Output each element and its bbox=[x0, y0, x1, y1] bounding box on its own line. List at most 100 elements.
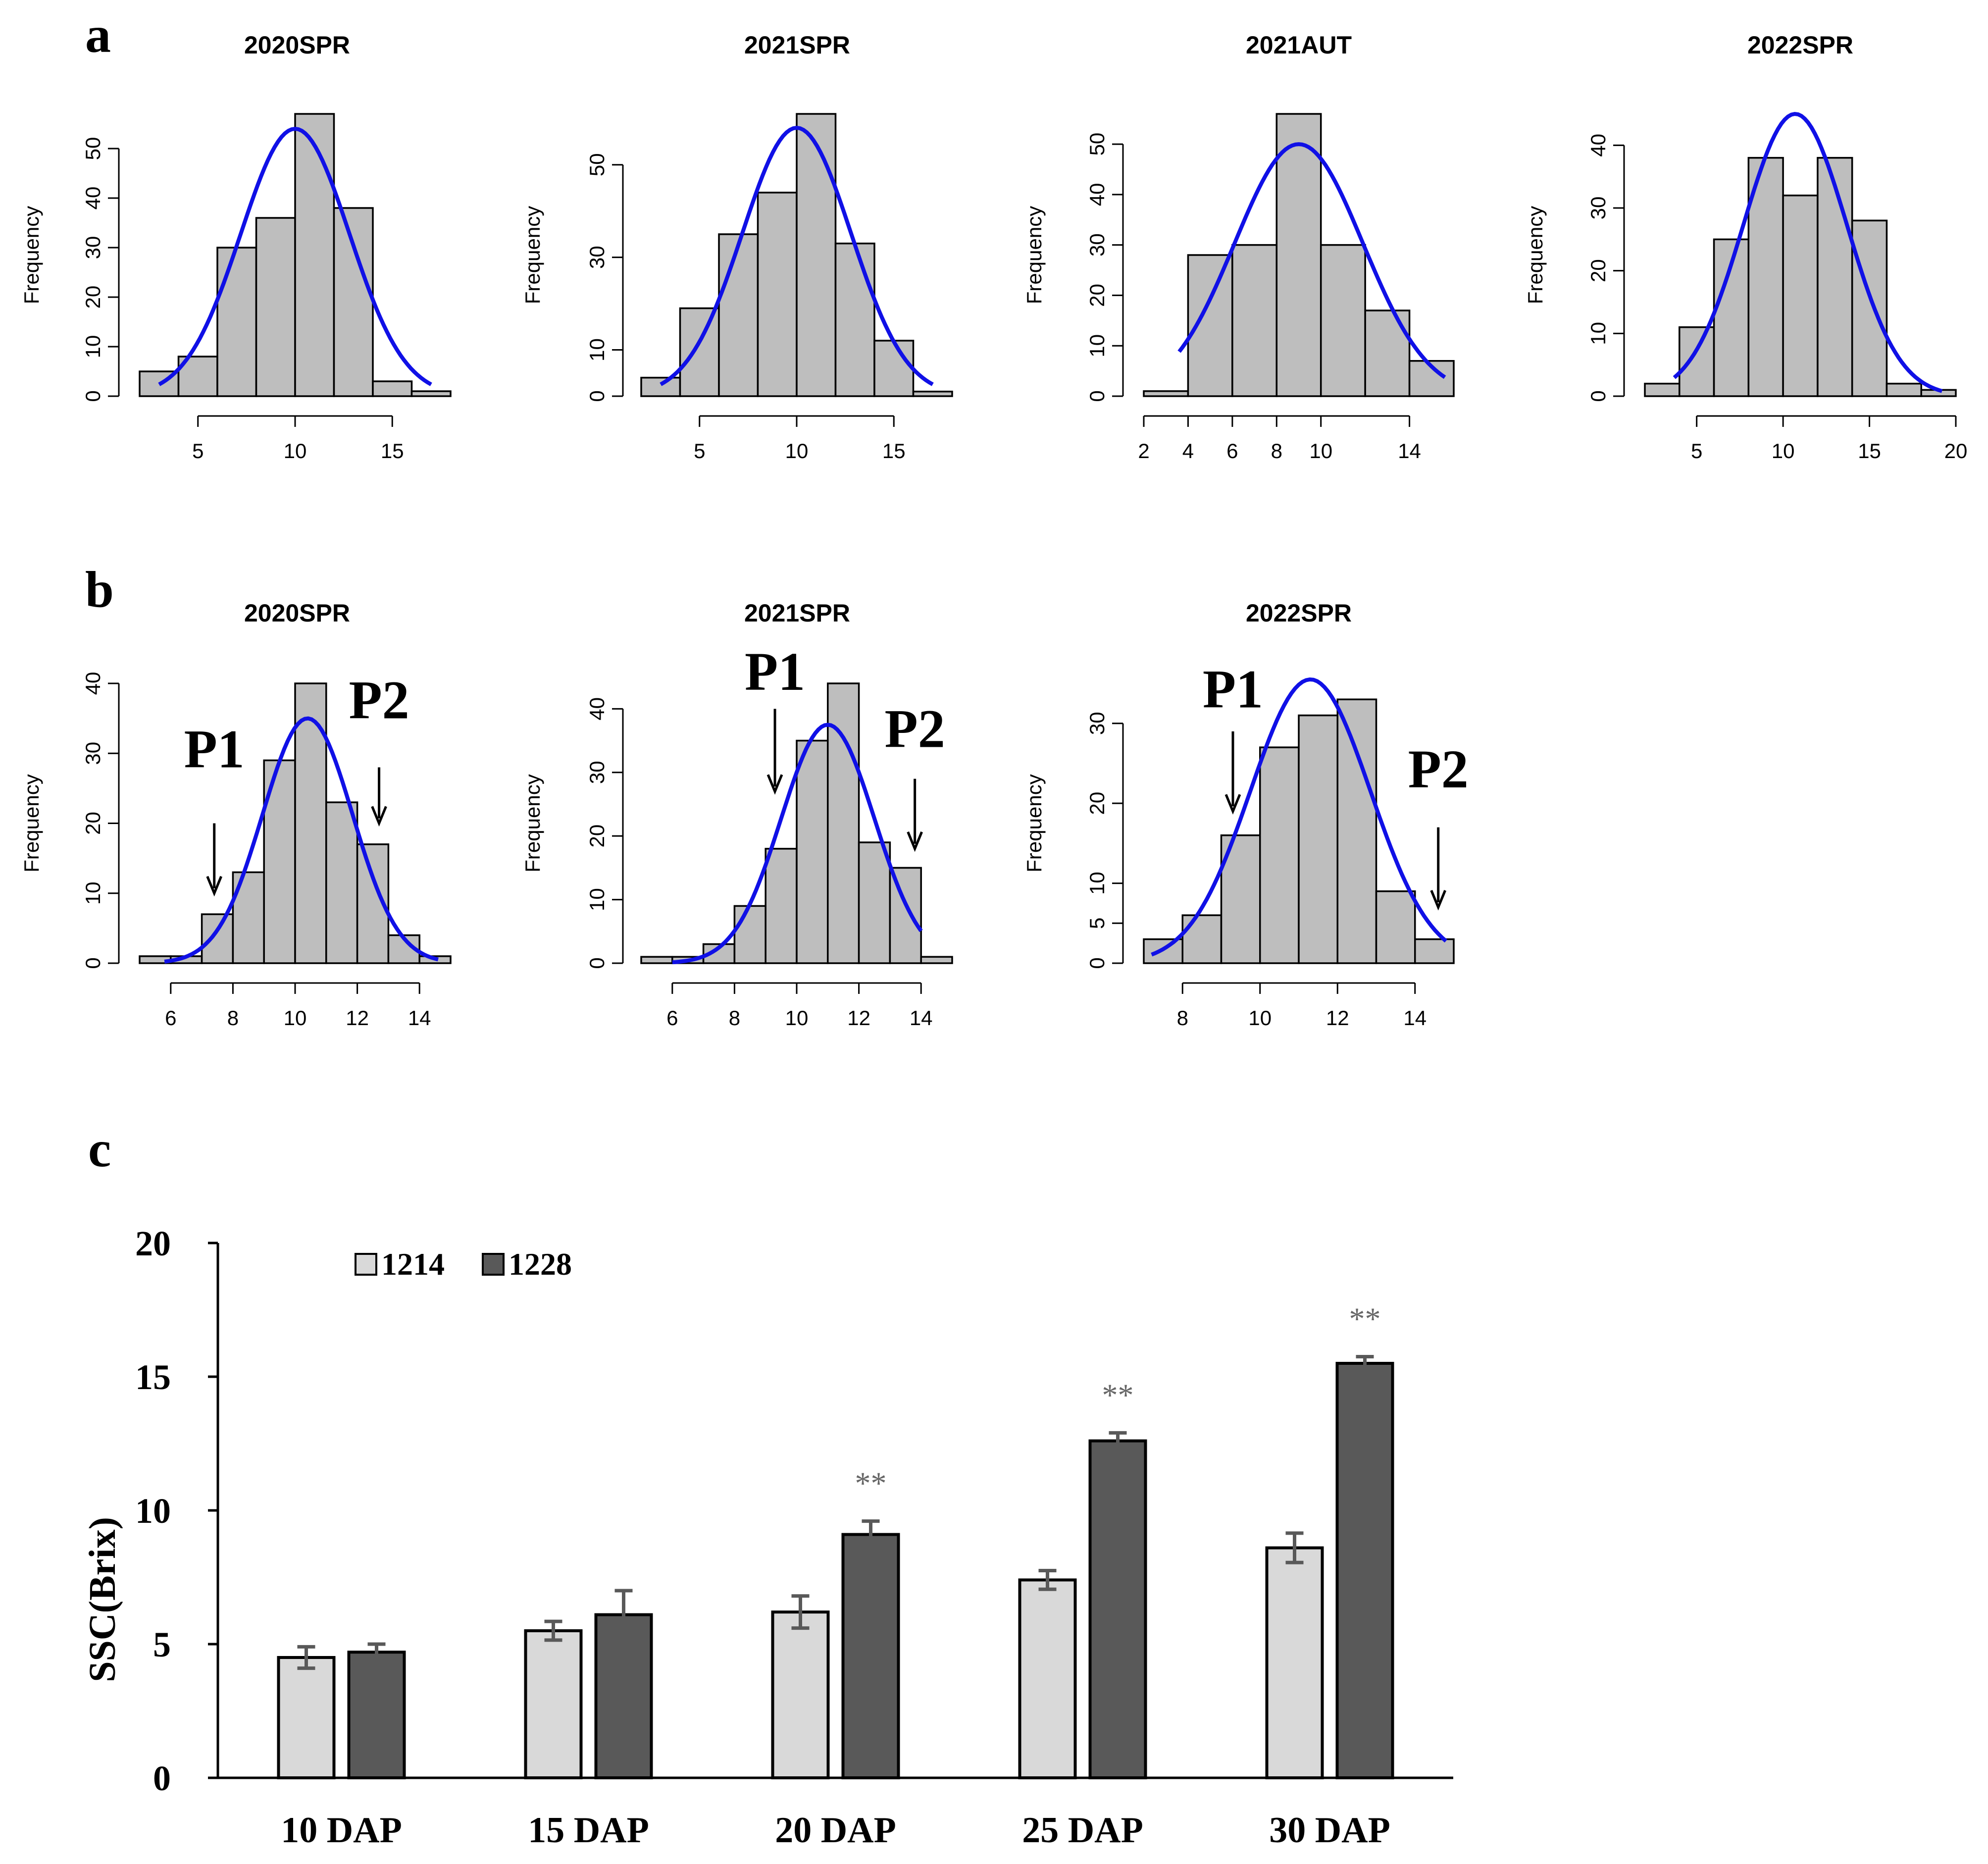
hist-b-0-title: 2020SPR bbox=[244, 599, 350, 627]
hist-a-3-y-tick-label: 0 bbox=[1586, 390, 1610, 402]
hist-a-1-bar bbox=[679, 307, 720, 397]
hist-b-2-ylabel: Frequency bbox=[1022, 774, 1046, 872]
legend: 1214 1228 bbox=[355, 1246, 572, 1282]
hist-a-2-bar bbox=[1364, 310, 1411, 397]
hist-b-1-ylabel: Frequency bbox=[521, 774, 544, 872]
hist-a-3-ylabel: Frequency bbox=[1524, 206, 1547, 304]
y-tick-label: 15 bbox=[135, 1357, 171, 1397]
histogram-a-2022spr: 2022SPR Frequency 0 10 20 30 40 5 10 15 20 bbox=[1524, 31, 1967, 463]
hist-a-2-x-tick-label: 6 bbox=[1226, 439, 1238, 463]
hist-b-0-y-tick-label: 30 bbox=[81, 742, 104, 765]
hist-b-2-y-tick-label: 30 bbox=[1085, 712, 1109, 735]
hist-b-0-bar bbox=[294, 682, 327, 964]
bar-1214 bbox=[1018, 1578, 1077, 1779]
hist-b-2-bar bbox=[1414, 938, 1455, 964]
hist-a-1-y-tick-label: 0 bbox=[585, 390, 609, 402]
hist-b-0-x-tick-label: 12 bbox=[346, 1006, 369, 1030]
hist-b-1-bar bbox=[827, 682, 860, 964]
hist-b-1-bar bbox=[858, 841, 891, 964]
hist-b-0-arrowhead-p1 bbox=[206, 876, 223, 897]
hist-a-1-bar bbox=[912, 390, 953, 397]
hist-a-3-x-tick-label: 20 bbox=[1944, 439, 1968, 463]
legend-swatch-1228 bbox=[482, 1253, 505, 1276]
panel-label-b: b bbox=[85, 561, 114, 618]
hist-b-0-x-tick-label: 6 bbox=[165, 1006, 176, 1030]
hist-a-3-y-tick-label: 30 bbox=[1586, 197, 1610, 220]
hist-a-1-bar bbox=[873, 340, 915, 397]
hist-b-2-x-tick-label: 10 bbox=[1248, 1006, 1272, 1030]
hist-b-2-bar bbox=[1375, 890, 1416, 964]
hist-a-0-y-tick-label: 10 bbox=[81, 335, 104, 359]
hist-b-2-y-tick-label: 0 bbox=[1085, 957, 1109, 969]
hist-a-2-x-tick-label: 8 bbox=[1271, 439, 1282, 463]
hist-b-2-y-tick-label: 20 bbox=[1085, 792, 1109, 815]
hist-a-2-y-tick-label: 20 bbox=[1085, 284, 1109, 307]
hist-a-0-y-tick-label: 20 bbox=[81, 286, 104, 309]
hist-a-2-y-tick-label: 10 bbox=[1085, 334, 1109, 358]
hist-b-0-y-tick-label: 20 bbox=[81, 812, 104, 835]
hist-a-3-x-tick-label: 15 bbox=[1858, 439, 1881, 463]
hist-b-0-bar bbox=[325, 801, 358, 964]
hist-b-1-x-tick-label: 10 bbox=[785, 1006, 809, 1030]
legend-label-1228: 1228 bbox=[509, 1246, 572, 1282]
ssc-bar-chart: 1214 1228 SSC(Brix) 0 5 10 15 20 10 DAP 15 DAP… bbox=[82, 1224, 1453, 1851]
panel-label-a: a bbox=[85, 6, 111, 63]
hist-a-2-bar bbox=[1143, 390, 1189, 397]
hist-a-0-x-tick-label: 5 bbox=[192, 439, 204, 463]
legend-label-1214: 1214 bbox=[381, 1246, 445, 1282]
hist-a-3-bar bbox=[1679, 326, 1715, 397]
hist-a-1-bar bbox=[718, 233, 759, 397]
hist-a-0-bar bbox=[216, 247, 257, 397]
hist-a-2-x-tick-label: 2 bbox=[1138, 439, 1149, 463]
hist-b-2-bar bbox=[1336, 698, 1377, 964]
histogram-a-2021spr: 2021SPR Frequency 0 10 30 50 5 10 15 bbox=[521, 31, 953, 463]
hist-a-3-normal-curve bbox=[1673, 111, 1943, 393]
hist-b-1-x-tick-label: 8 bbox=[729, 1006, 740, 1030]
hist-b-1-y-tick-label: 10 bbox=[585, 888, 609, 911]
hist-b-1-x-tick-label: 6 bbox=[666, 1006, 678, 1030]
bar-1214 bbox=[277, 1656, 336, 1779]
hist-b-1-arrowhead-p2 bbox=[907, 831, 923, 852]
hist-a-2-y-tick-label: 50 bbox=[1085, 133, 1109, 156]
hist-b-2-arrowhead-p2 bbox=[1430, 890, 1447, 911]
hist-a-0-bar bbox=[333, 207, 374, 397]
hist-a-2-y-tick-label: 30 bbox=[1085, 233, 1109, 257]
hist-a-3-bar bbox=[1644, 382, 1681, 397]
hist-a-3-title: 2022SPR bbox=[1747, 31, 1853, 59]
hist-b-0-x-tick-label: 10 bbox=[284, 1006, 307, 1030]
hist-b-2-normal-curve bbox=[1151, 677, 1447, 957]
hist-b-0-arrowhead-p2 bbox=[371, 806, 387, 827]
hist-b-1-bar bbox=[765, 848, 798, 964]
x-category-label: 25 DAP bbox=[1022, 1810, 1143, 1851]
bar-1214 bbox=[771, 1610, 830, 1779]
hist-a-0-bar bbox=[372, 380, 413, 397]
hist-a-2-normal-curve bbox=[1177, 142, 1446, 379]
hist-a-0-y-tick-label: 50 bbox=[81, 137, 104, 160]
hist-a-0-bar bbox=[294, 113, 335, 397]
hist-b-0-label-p1: P1 bbox=[184, 719, 245, 779]
hist-b-2-label-p2: P2 bbox=[1408, 739, 1469, 799]
hist-b-2-y-tick-label: 5 bbox=[1085, 918, 1109, 929]
bar-1228 bbox=[1335, 1362, 1394, 1779]
hist-b-0-normal-curve bbox=[164, 716, 439, 964]
hist-b-0-y-tick-label: 40 bbox=[81, 672, 104, 695]
panel-label-c: c bbox=[88, 1121, 111, 1178]
hist-b-1-x-tick-label: 12 bbox=[847, 1006, 870, 1030]
significance-marker: ** bbox=[1102, 1377, 1134, 1412]
hist-a-0-normal-curve bbox=[158, 126, 432, 386]
hist-b-0-bar bbox=[201, 913, 234, 964]
hist-b-2-bar bbox=[1298, 714, 1338, 964]
hist-b-1-label-p1: P1 bbox=[745, 641, 805, 702]
hist-a-2-bar bbox=[1275, 113, 1322, 397]
bar-1228 bbox=[347, 1651, 406, 1779]
hist-a-1-y-tick-label: 10 bbox=[585, 338, 609, 362]
histogram-a-2021aut: 2021AUT Frequency 0 10 20 30 40 50 2 4 6 8 10 14 bbox=[1022, 31, 1455, 463]
histogram-b-2020spr: 2020SPR Frequency 0 10 20 30 40 6 8 10 12 14 P1 P2 bbox=[20, 599, 452, 1030]
hist-b-2-x-tick-label: 8 bbox=[1177, 1006, 1188, 1030]
histogram-a-2020spr: 2020SPR Frequency 0 10 20 30 40 50 5 10 15 bbox=[20, 31, 452, 463]
significance-marker: ** bbox=[1349, 1301, 1381, 1337]
hist-b-1-arrowhead-p1 bbox=[766, 774, 783, 795]
hist-b-2-title: 2022SPR bbox=[1246, 599, 1352, 627]
hist-a-1-title: 2021SPR bbox=[744, 31, 850, 59]
